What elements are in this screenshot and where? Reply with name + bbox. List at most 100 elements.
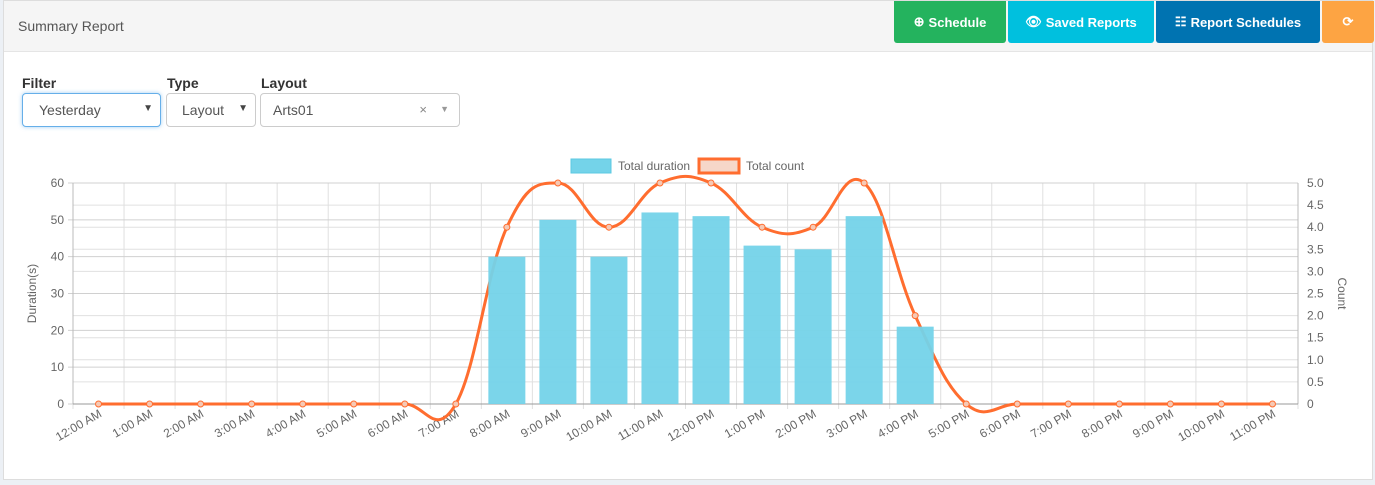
eye-icon: 👁 (1025, 14, 1042, 29)
duration-bar (590, 256, 628, 404)
count-point (554, 179, 562, 187)
x-tick-label: 2:00 AM (161, 406, 206, 440)
duration-bar (743, 245, 781, 404)
legend-swatch-duration (570, 158, 612, 174)
refresh-button[interactable]: ⟳ (1322, 1, 1374, 43)
x-tick-label: 12:00 AM (53, 406, 104, 443)
schedule-button[interactable]: ⊕ Schedule (894, 1, 1006, 43)
duration-bar (845, 216, 883, 404)
y-axis-label: Duration(s) (25, 264, 39, 323)
duration-bar (692, 216, 730, 404)
x-tick-label: 5:00 PM (926, 406, 972, 440)
filter-label: Filter (22, 75, 57, 91)
type-label: Type (167, 75, 199, 91)
x-tick-label: 9:00 PM (1130, 406, 1176, 440)
duration-bar (896, 326, 934, 404)
legend-label-duration: Total duration (618, 159, 690, 173)
count-point (248, 400, 256, 408)
report-schedules-button[interactable]: ☷ Report Schedules (1156, 1, 1320, 43)
y-tick-label: 60 (51, 176, 65, 190)
y-tick-label: 50 (51, 213, 65, 227)
count-point (860, 179, 868, 187)
clear-icon[interactable]: × (419, 102, 427, 117)
y2-tick-label: 2.0 (1307, 309, 1324, 323)
y-tick-label: 10 (51, 360, 65, 374)
x-tick-label: 11:00 AM (615, 406, 665, 443)
count-point (758, 223, 766, 231)
count-point (452, 400, 460, 408)
plus-circle-icon: ⊕ (913, 14, 925, 29)
y2-axis-label: Count (1335, 277, 1349, 310)
y2-tick-label: 0.5 (1307, 375, 1324, 389)
x-tick-label: 8:00 PM (1079, 406, 1125, 440)
count-point (299, 400, 307, 408)
y-tick-label: 20 (51, 323, 65, 337)
x-tick-label: 6:00 AM (365, 406, 410, 440)
y2-tick-label: 3.0 (1307, 264, 1324, 278)
count-point (95, 400, 103, 408)
count-point (350, 400, 358, 408)
x-tick-label: 8:00 AM (467, 406, 512, 440)
caret-down-icon: ▼ (143, 103, 153, 114)
count-point (146, 400, 154, 408)
y-tick-label: 40 (51, 250, 65, 264)
x-tick-label: 4:00 AM (263, 406, 308, 440)
count-point (911, 312, 919, 320)
x-tick-label: 4:00 PM (875, 406, 921, 440)
count-point (1217, 400, 1225, 408)
x-tick-label: 1:00 PM (722, 406, 768, 440)
x-tick-label: 2:00 PM (773, 406, 819, 440)
x-tick-label: 1:00 AM (110, 406, 155, 440)
x-tick-label: 3:00 PM (824, 406, 870, 440)
x-tick-label: 7:00 PM (1028, 406, 1074, 440)
y2-tick-label: 4.0 (1307, 220, 1324, 234)
count-point (1166, 400, 1174, 408)
y2-tick-label: 1.0 (1307, 353, 1324, 367)
refresh-icon: ⟳ (1342, 14, 1354, 29)
layout-select[interactable]: Arts01 × ▼ (260, 93, 460, 127)
count-point (1115, 400, 1123, 408)
count-point (401, 400, 409, 408)
duration-bar (539, 219, 577, 404)
x-tick-label: 9:00 AM (518, 406, 563, 440)
layout-label: Layout (261, 75, 307, 91)
y2-tick-label: 5.0 (1307, 176, 1324, 190)
duration-bar (641, 212, 679, 404)
count-point (1268, 400, 1276, 408)
filter-select[interactable]: Yesterday ▼ (22, 93, 161, 127)
count-point (197, 400, 205, 408)
y-tick-label: 30 (51, 287, 65, 301)
duration-bar (794, 249, 832, 404)
x-tick-label: 5:00 AM (314, 406, 359, 440)
count-point (503, 223, 511, 231)
duration-bar (488, 256, 526, 404)
x-tick-label: 10:00 AM (564, 406, 615, 443)
page-title: Summary Report (18, 18, 124, 34)
type-select[interactable]: Layout ▼ (166, 93, 256, 127)
count-point (656, 179, 664, 187)
y2-tick-label: 0 (1307, 397, 1314, 411)
y2-tick-label: 3.5 (1307, 242, 1324, 256)
y2-tick-label: 1.5 (1307, 331, 1324, 345)
table-icon: ☷ (1174, 14, 1187, 29)
legend-label-count: Total count (746, 159, 805, 173)
count-line (98, 174, 1273, 422)
saved-reports-button[interactable]: 👁 Saved Reports (1008, 1, 1154, 43)
count-point (707, 179, 715, 187)
count-point (1064, 400, 1072, 408)
x-tick-label: 12:00 PM (665, 406, 716, 444)
y-tick-label: 0 (57, 397, 64, 411)
legend-swatch-count (697, 157, 741, 175)
count-point (962, 400, 970, 408)
x-tick-label: 3:00 AM (212, 406, 257, 440)
y2-tick-label: 2.5 (1307, 287, 1324, 301)
y2-tick-label: 4.5 (1307, 198, 1324, 212)
count-point (809, 223, 817, 231)
caret-down-icon: ▼ (238, 103, 248, 114)
x-tick-label: 10:00 PM (1175, 406, 1226, 444)
count-point (1013, 400, 1021, 408)
chevron-down-icon: ▼ (440, 104, 449, 114)
count-point (605, 223, 613, 231)
x-tick-label: 11:00 PM (1227, 406, 1278, 443)
